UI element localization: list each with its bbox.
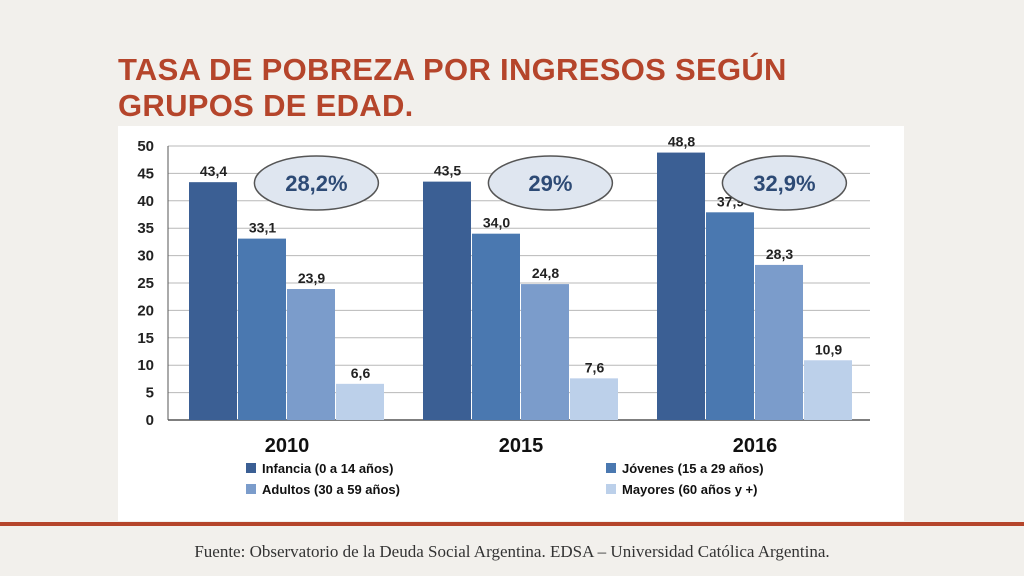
y-tick-label: 5	[146, 385, 154, 402]
y-tick-label: 40	[137, 193, 154, 210]
bar	[657, 152, 705, 421]
data-label: 48,8	[668, 134, 695, 150]
slide-title: TASA DE POBREZA POR INGRESOS SEGÚN GRUPO…	[118, 52, 787, 123]
legend-swatch	[246, 463, 256, 473]
bar	[238, 238, 286, 420]
bar	[423, 181, 471, 420]
data-label: 23,9	[298, 270, 325, 286]
total-label: 29%	[528, 171, 572, 196]
x-tick-label: 2010	[265, 435, 310, 457]
data-label: 28,3	[766, 246, 793, 262]
bar	[189, 182, 237, 420]
bar	[570, 378, 618, 420]
legend-label: Adultos (30 a 59 años)	[262, 482, 400, 497]
y-tick-label: 30	[137, 248, 154, 265]
footer-rule	[0, 522, 1024, 526]
bar	[706, 212, 754, 420]
legend-label: Infancia (0 a 14 años)	[262, 461, 394, 476]
chart-panel: 0 5 10 15 20 25 30 35 40 45 50 43,4 33,1 23,9 6,6 28,2%…	[118, 126, 904, 521]
total-ellipse	[487, 155, 614, 211]
bar	[287, 289, 335, 420]
data-label: 43,5	[434, 163, 461, 179]
y-tick-label: 10	[137, 357, 154, 374]
data-label: 24,8	[532, 265, 559, 281]
y-tick-label: 50	[137, 138, 154, 155]
total-ellipse	[721, 155, 848, 211]
bar	[336, 383, 384, 420]
legend-swatch	[606, 463, 616, 473]
bar	[521, 284, 569, 420]
y-tick-label: 45	[137, 165, 154, 182]
y-tick-label: 35	[137, 220, 154, 237]
data-label: 34,0	[483, 215, 510, 231]
bar	[472, 233, 520, 420]
legend-label: Mayores (60 años y +)	[622, 482, 757, 497]
legend-swatch	[246, 484, 256, 494]
data-label: 10,9	[815, 341, 842, 357]
x-tick-label: 2015	[499, 435, 544, 457]
data-label: 6,6	[351, 365, 371, 381]
source-note: Fuente: Observatorio de la Deuda Social …	[194, 542, 830, 561]
data-label: 33,1	[249, 220, 276, 236]
legend-swatch	[606, 484, 616, 494]
data-label: 43,4	[200, 163, 227, 179]
data-label: 7,6	[585, 359, 605, 375]
total-ellipse	[253, 155, 380, 211]
y-tick-label: 15	[137, 330, 154, 347]
bar	[804, 360, 852, 420]
y-tick-label: 0	[146, 412, 154, 429]
legend-label: Jóvenes (15 a 29 años)	[622, 461, 764, 476]
poverty-bar-chart: 0 5 10 15 20 25 30 35 40 45 50 43,4 33,1 23,9 6,6 28,2%…	[137, 134, 870, 497]
total-label: 28,2%	[285, 171, 347, 196]
bar	[755, 264, 803, 420]
total-label: 32,9%	[753, 171, 815, 196]
y-tick-label: 20	[137, 302, 154, 319]
y-tick-label: 25	[137, 275, 154, 292]
x-tick-label: 2016	[733, 435, 778, 457]
